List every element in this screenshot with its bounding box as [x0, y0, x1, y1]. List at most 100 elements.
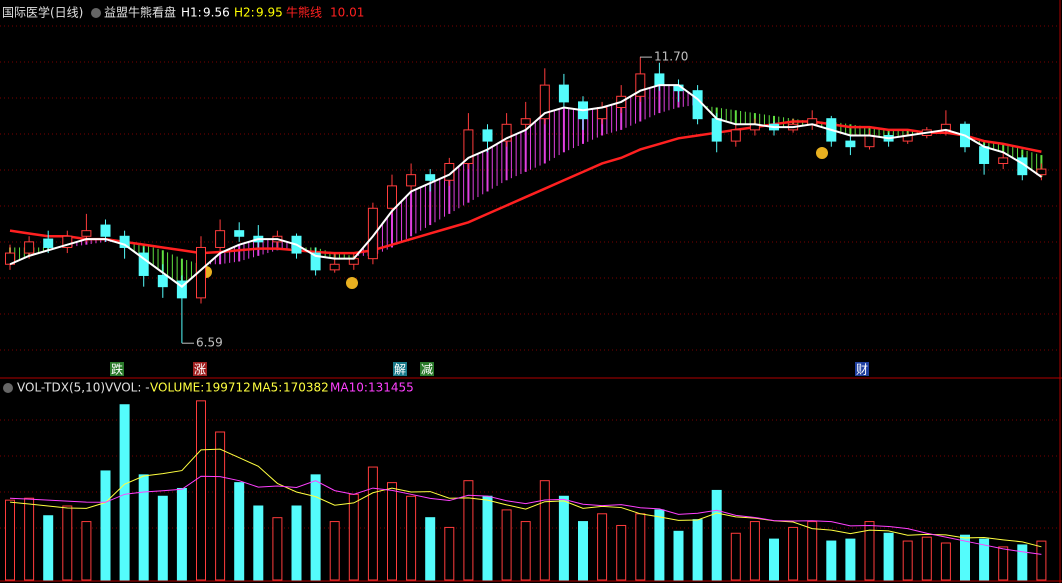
signal-box [193, 362, 207, 376]
chart-title: 国际医学(日线) [2, 5, 83, 20]
candle-body [998, 157, 1009, 164]
extreme-label: 11.70 [654, 50, 688, 64]
candle-body [367, 207, 378, 260]
volume-bar [998, 546, 1009, 581]
volume-value: 199712 [205, 381, 251, 395]
candle-body [5, 252, 15, 265]
volume-bar [749, 521, 760, 581]
candle-body [234, 230, 245, 237]
money-icon [346, 277, 358, 289]
volume-bar [520, 521, 531, 581]
volume-bar [539, 480, 550, 581]
volume-bar [425, 517, 436, 581]
volume-bar [253, 505, 264, 581]
volume-bar [24, 497, 35, 581]
volume-bar [5, 499, 15, 581]
volume-bar [578, 521, 588, 581]
candle-body [425, 174, 436, 181]
legend-value: 170382 [283, 381, 329, 395]
volume-bar [711, 489, 722, 581]
candle-body [310, 252, 321, 271]
signal: 涨 [194, 362, 206, 377]
legend-label: H2: [234, 6, 255, 20]
volume-bar [902, 540, 913, 581]
legend-label: MA5: [252, 381, 282, 395]
signal-box [393, 362, 407, 376]
volume-bar [1017, 544, 1028, 581]
volume-bar [329, 521, 340, 581]
indicator-line [9, 84, 1042, 288]
volume-bar [215, 431, 226, 581]
candle-body [558, 84, 569, 103]
volume-bar [348, 493, 359, 581]
signal-box [855, 362, 869, 376]
volume-bar [597, 513, 608, 581]
signal: 减 [421, 363, 433, 377]
volume-bar [196, 400, 206, 581]
volume-bar [692, 519, 703, 581]
legend-value: 9.95 [256, 6, 283, 20]
volume-bar [310, 474, 321, 581]
volume-title: VOL-TDX(5,10) [17, 381, 105, 395]
money-icon [816, 147, 828, 159]
volume-bar [444, 526, 455, 581]
candle-body [692, 90, 703, 120]
legend-value: 131455 [368, 381, 414, 395]
signal-box [420, 362, 434, 376]
candle-body [387, 185, 397, 209]
candle-body [81, 230, 92, 237]
volume-bar [272, 517, 283, 581]
volume-bar [138, 474, 149, 581]
volume-bar [616, 524, 627, 581]
candle-body [176, 280, 187, 299]
volume-bar [673, 530, 684, 581]
candle-body [43, 238, 54, 248]
legend-value: 10.01 [330, 6, 364, 20]
volume-bar [940, 542, 951, 581]
candle-body [597, 106, 608, 120]
signal: 解 [394, 363, 406, 377]
volume-bar [367, 466, 378, 581]
legend-label: MA10: [330, 381, 368, 395]
volume-bar [826, 540, 837, 581]
candle-body [520, 118, 531, 125]
candle-body [979, 146, 990, 164]
candle-body [138, 252, 149, 276]
signal-box [110, 362, 124, 376]
volume-bar [654, 509, 665, 581]
volume-bar [1036, 540, 1047, 581]
extreme-label: 6.59 [196, 336, 223, 350]
candle-body [654, 73, 665, 86]
candle-body [157, 274, 168, 288]
volume-bar [769, 538, 779, 581]
candle-body [635, 73, 646, 97]
collapse-icon[interactable] [91, 8, 101, 18]
volume-bar [845, 538, 856, 581]
legend-value: 9.56 [203, 6, 230, 20]
legend-label: 牛熊线 [286, 5, 322, 20]
candle-body [730, 129, 741, 142]
collapse-icon[interactable] [3, 383, 13, 393]
candle-body [463, 129, 474, 164]
candle-body [24, 241, 35, 254]
volume-ma-line [9, 448, 1042, 548]
candle-body [482, 129, 493, 142]
plot-area: 11.70 6.59 [5, 50, 1047, 581]
candle-body [864, 134, 875, 148]
volume-ma-line [9, 475, 1042, 555]
legend-label: H1: [181, 6, 202, 20]
candle-body [100, 224, 111, 237]
candle-body [1036, 168, 1047, 176]
volume-bar [100, 470, 111, 581]
indicator-line [9, 120, 1042, 255]
volume-bar [81, 521, 92, 581]
volume-bar [482, 495, 493, 581]
candle-body [119, 235, 130, 248]
candle-body [329, 263, 340, 271]
volume-label: VOLUME: [150, 381, 204, 395]
signal: 跌 [111, 362, 123, 377]
candle-body [406, 174, 417, 187]
volume-bar [62, 505, 73, 581]
